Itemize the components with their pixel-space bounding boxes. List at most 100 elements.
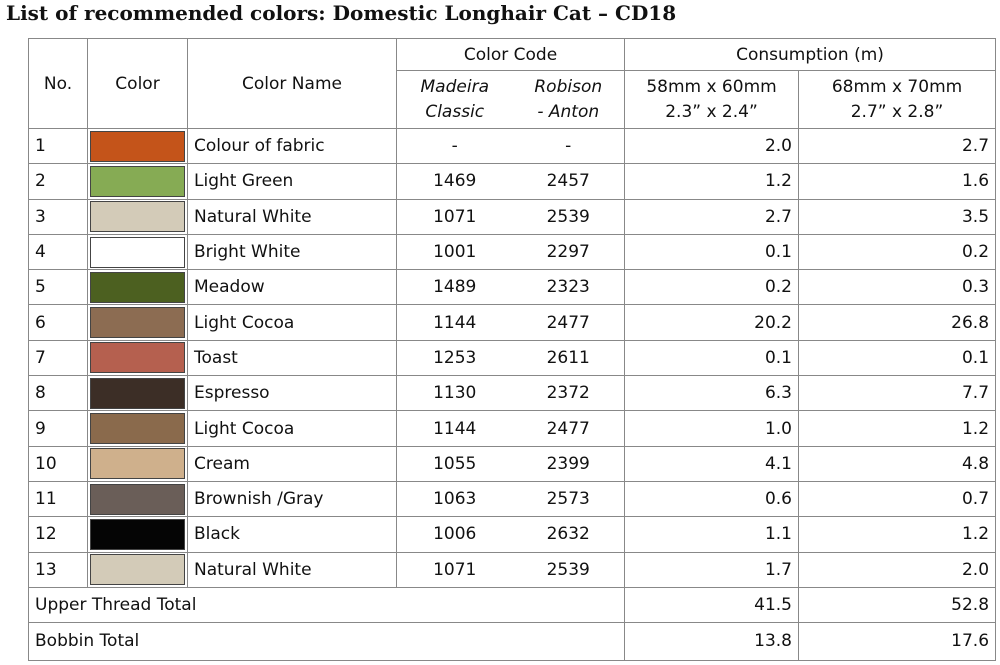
consumption-cell: 2.7 bbox=[797, 127, 997, 165]
data-row: 6 Light Cocoa 1144 2477 20.2 26.8 bbox=[28, 304, 997, 341]
consumption-cell: 6.3 bbox=[624, 375, 799, 412]
name-cell: Light Green bbox=[187, 163, 397, 200]
consumption-cell: 2.7 bbox=[624, 198, 799, 235]
subheader-cell: Madeira Classic bbox=[396, 70, 513, 129]
no-cell: 6 bbox=[28, 304, 88, 341]
consumption-cell: 20.2 bbox=[624, 304, 799, 341]
consumption-cell: 7.7 bbox=[797, 375, 997, 412]
no-cell: 10 bbox=[28, 445, 88, 482]
data-row: 4 Bright White 1001 2297 0.1 0.2 bbox=[28, 233, 997, 271]
total-cell: 13.8 bbox=[624, 621, 799, 661]
header-cell: Consumption (m) bbox=[623, 38, 997, 71]
total-row: Bobbin Total 13.8 17.6 bbox=[28, 621, 997, 661]
subheader-line: 68mm x 70mm bbox=[831, 76, 963, 97]
color-cell bbox=[87, 304, 188, 341]
name-cell: Colour of fabric bbox=[187, 127, 397, 165]
data-row: 13 Natural White 1071 2539 1.7 2.0 bbox=[28, 551, 997, 588]
no-cell: 9 bbox=[28, 410, 88, 447]
color-cell bbox=[87, 480, 188, 518]
no-cell: 11 bbox=[28, 480, 88, 518]
consumption-cell: 1.6 bbox=[797, 163, 997, 200]
robison-cell: 2632 bbox=[512, 516, 625, 553]
consumption-cell: 4.8 bbox=[797, 445, 997, 482]
subheader-line: Classic bbox=[425, 101, 485, 122]
subheader-line: 2.7” x 2.8” bbox=[850, 101, 944, 122]
no-cell: 7 bbox=[28, 339, 88, 377]
name-cell: Meadow bbox=[187, 269, 397, 306]
subheader-line: Robison bbox=[534, 76, 603, 97]
subheader-line: - Anton bbox=[537, 101, 600, 122]
total-cell: 41.5 bbox=[624, 586, 799, 623]
data-row: 9 Light Cocoa 1144 2477 1.0 1.2 bbox=[28, 410, 997, 447]
data-row: 10 Cream 1055 2399 4.1 4.8 bbox=[28, 445, 997, 482]
color-cell bbox=[87, 233, 188, 271]
consumption-cell: 26.8 bbox=[797, 304, 997, 341]
data-row: 12 Black 1006 2632 1.1 1.2 bbox=[28, 516, 997, 553]
data-row: 1 Colour of fabric - -2.0 2.7 bbox=[28, 127, 997, 165]
robison-cell: 2539 bbox=[512, 198, 625, 235]
madeira-cell: 1071 bbox=[396, 198, 513, 235]
no-cell: 2 bbox=[28, 163, 88, 200]
madeira-cell: 1001 bbox=[396, 233, 513, 271]
consumption-cell: 1.7 bbox=[624, 551, 799, 588]
color-swatch bbox=[90, 201, 185, 233]
color-swatch bbox=[90, 271, 185, 303]
no-cell: 4 bbox=[28, 233, 88, 271]
data-row: 7 Toast 1253 2611 0.1 0.1 bbox=[28, 339, 997, 377]
color-swatch bbox=[90, 554, 185, 586]
robison-cell: 2297 bbox=[512, 233, 625, 271]
consumption-cell: 0.6 bbox=[624, 480, 799, 518]
no-cell: 3 bbox=[28, 198, 88, 235]
header-cell: Color Name bbox=[187, 38, 397, 129]
consumption-cell: 2.0 bbox=[624, 127, 799, 165]
color-swatch bbox=[90, 518, 185, 550]
robison-cell: 2539 bbox=[512, 551, 625, 588]
color-table: No. Color Color Name Color Code Consumpt… bbox=[28, 38, 997, 661]
no-cell: 13 bbox=[28, 551, 88, 588]
no-cell: 8 bbox=[28, 375, 88, 412]
data-row: 5 Meadow 1489 2323 0.2 0.3 bbox=[28, 269, 997, 306]
no-cell: 5 bbox=[28, 269, 88, 306]
total-label: Bobbin Total bbox=[28, 621, 625, 661]
name-cell: Toast bbox=[187, 339, 397, 377]
madeira-cell: 1063 bbox=[396, 480, 513, 518]
color-cell bbox=[87, 445, 188, 482]
color-cell bbox=[87, 339, 188, 377]
color-swatch bbox=[90, 342, 185, 374]
title: List of recommended colors: Domestic Lon… bbox=[6, 1, 677, 25]
header-cell: Color bbox=[87, 38, 188, 129]
data-row: 3 Natural White 1071 2539 2.7 3.5 bbox=[28, 198, 997, 235]
subheader-line: 58mm x 60mm bbox=[646, 76, 777, 97]
consumption-cell: 1.0 bbox=[624, 410, 799, 447]
color-cell bbox=[87, 516, 188, 553]
table-body: No. Color Color Name Color Code Consumpt… bbox=[28, 38, 997, 661]
name-cell: Light Cocoa bbox=[187, 304, 397, 341]
robison-cell: 2457 bbox=[512, 163, 625, 200]
madeira-cell: - bbox=[396, 127, 513, 165]
total-row: Upper Thread Total 41.5 52.8 bbox=[28, 586, 997, 623]
color-swatch bbox=[90, 236, 185, 268]
data-row: 8 Espresso 1130 2372 6.3 7.7 bbox=[28, 375, 997, 412]
consumption-cell: 0.1 bbox=[624, 233, 799, 271]
name-cell: Light Cocoa bbox=[187, 410, 397, 447]
color-cell bbox=[87, 198, 188, 235]
color-cell bbox=[87, 410, 188, 447]
consumption-cell: 0.2 bbox=[797, 233, 997, 271]
total-cell: 17.6 bbox=[797, 621, 997, 661]
consumption-cell: 2.0 bbox=[797, 551, 997, 588]
robison-cell: 2399 bbox=[512, 445, 625, 482]
robison-cell: 2477 bbox=[512, 410, 625, 447]
name-cell: Black bbox=[187, 516, 397, 553]
subheader-line: 2.3” x 2.4” bbox=[665, 101, 758, 122]
madeira-cell: 1006 bbox=[396, 516, 513, 553]
robison-cell: 2611 bbox=[512, 339, 625, 377]
color-swatch bbox=[90, 413, 185, 445]
color-swatch bbox=[90, 377, 185, 409]
consumption-cell: 0.3 bbox=[797, 269, 997, 306]
header-cell: Color Code bbox=[396, 38, 625, 71]
consumption-cell: 0.1 bbox=[624, 339, 799, 377]
madeira-cell: 1055 bbox=[396, 445, 513, 482]
name-cell: Espresso bbox=[187, 375, 397, 412]
total-cell: 52.8 bbox=[797, 586, 997, 623]
subheader-cell: 68mm x 70mm 2.7” x 2.8” bbox=[797, 70, 997, 129]
